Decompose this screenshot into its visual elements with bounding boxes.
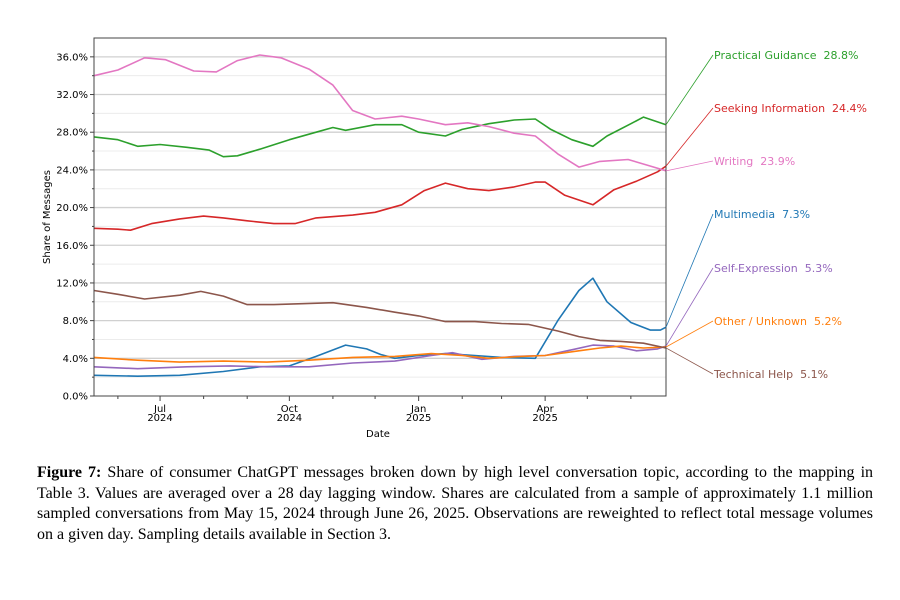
series-label-seeking-information: Seeking Information 24.4%: [714, 102, 867, 115]
leader-line-practical-guidance: [665, 54, 714, 125]
series-line-practical-guidance: [93, 116, 667, 158]
series-label-multimedia: Multimedia 7.3%: [714, 208, 810, 221]
x-tick-label-month: Jan: [410, 404, 426, 415]
y-tick-label: 8.0%: [63, 316, 88, 327]
series-line-seeking-information: [93, 165, 667, 231]
series-labels: Practical Guidance 28.8% Seeking Informat…: [665, 49, 867, 381]
figure-caption: Figure 7: Share of consumer ChatGPT mess…: [37, 463, 873, 545]
series-lines: [93, 54, 667, 377]
gridlines: [94, 56, 666, 378]
series-label-self-expression: Self-Expression 5.3%: [714, 262, 833, 275]
plot-frame: [93, 37, 667, 397]
series-label-writing: Writing 23.9%: [714, 155, 795, 168]
leader-line-technical-help: [665, 347, 714, 375]
y-axis: 0.0% 4.0% 8.0% 12.0% 16.0% 20.0% 24.0% 28.0% 32.…: [56, 52, 94, 403]
x-tick-label-month: Apr: [536, 404, 554, 415]
x-tick-label-year: 2025: [532, 413, 557, 424]
y-tick-label: 28.0%: [56, 128, 88, 139]
y-tick-label: 24.0%: [56, 165, 88, 176]
y-tick-label: 32.0%: [56, 90, 88, 101]
series-label-practical-guidance: Practical Guidance 28.8%: [714, 49, 858, 62]
y-axis-label: Share of Messages: [42, 170, 53, 264]
leader-line-seeking-information: [665, 107, 714, 167]
x-tick-label-year: 2024: [277, 413, 302, 424]
figure-number: Figure 7:: [37, 464, 102, 481]
leader-line-self-expression: [665, 267, 714, 347]
series-line-multimedia: [93, 277, 667, 377]
series-label-technical-help: Technical Help 5.1%: [713, 368, 828, 381]
y-tick-label: 0.0%: [63, 392, 88, 403]
y-tick-label: 4.0%: [63, 354, 88, 365]
line-chart: 0.0% 4.0% 8.0% 12.0% 16.0% 20.0% 24.0% 28.0% 32.…: [42, 37, 867, 440]
x-tick-label-month: Jul: [153, 404, 166, 415]
leader-line-multimedia: [665, 213, 714, 328]
series-line-writing: [93, 54, 667, 172]
x-tick-label-month: Oct: [281, 404, 298, 415]
x-axis-label: Date: [366, 429, 390, 440]
leader-line-writing: [665, 160, 714, 172]
y-tick-label: 20.0%: [56, 203, 88, 214]
series-label-other-unknown: Other / Unknown 5.2%: [714, 315, 842, 328]
y-tick-label: 12.0%: [56, 278, 88, 289]
y-tick-label: 16.0%: [56, 241, 88, 252]
y-tick-label: 36.0%: [56, 52, 88, 63]
caption-text: Share of consumer ChatGPT messages broke…: [37, 464, 874, 543]
x-tick-label-year: 2024: [147, 413, 172, 424]
x-tick-label-year: 2025: [406, 413, 431, 424]
series-line-technical-help: [93, 289, 667, 349]
series-line-other-unknown: [93, 345, 667, 363]
leader-line-other-unknown: [665, 320, 714, 348]
